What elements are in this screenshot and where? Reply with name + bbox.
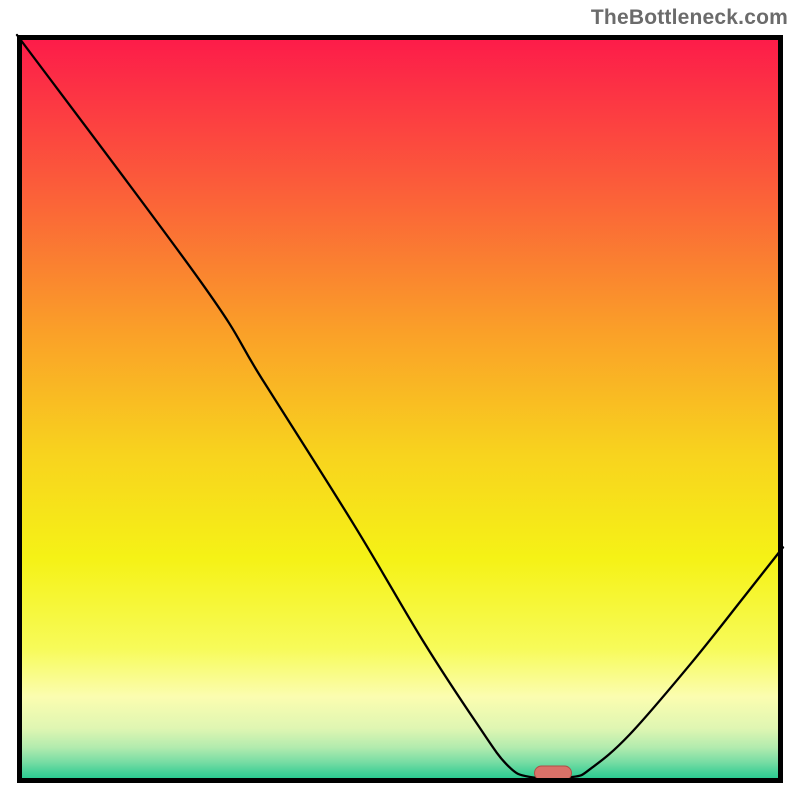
- curve-path: [17, 35, 783, 778]
- plot-area: [17, 35, 783, 783]
- bottleneck-marker: [534, 765, 572, 780]
- watermark-text: TheBottleneck.com: [591, 6, 788, 30]
- chart-container: TheBottleneck.com: [0, 0, 800, 800]
- curve-svg: [17, 35, 783, 783]
